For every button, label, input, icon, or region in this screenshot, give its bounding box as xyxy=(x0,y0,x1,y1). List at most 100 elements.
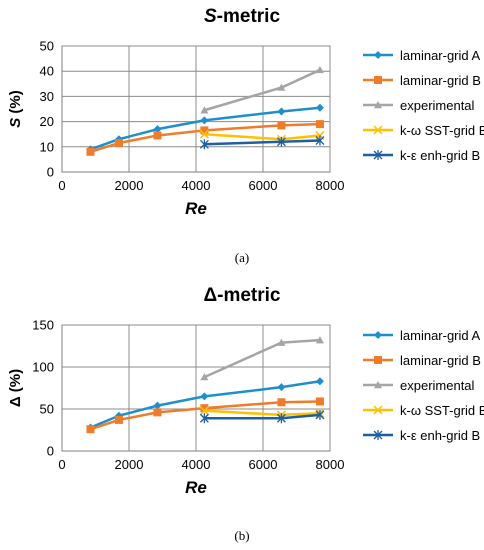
series-4 xyxy=(199,409,325,424)
series-2 xyxy=(200,336,324,381)
data-point xyxy=(199,413,209,424)
x-tick-label: 0 xyxy=(58,178,65,193)
series-line xyxy=(204,409,321,417)
data-point xyxy=(199,406,209,416)
y-axis-label: S (%) xyxy=(7,90,24,128)
legend-entry: experimental xyxy=(363,378,475,393)
y-tick-label: 10 xyxy=(40,139,54,154)
legend-entry: k-ω SST-grid B xyxy=(363,403,484,418)
legend-label: k-ω SST-grid B xyxy=(400,123,484,138)
data-point xyxy=(315,135,325,146)
x-tick-label: 0 xyxy=(58,457,65,472)
legend-marker xyxy=(373,430,383,440)
chart-panel-s-metric: S-metric 0 10 20 30 40 50 0 2000 4000 6000 8000 Re S … xyxy=(7,6,484,265)
legend-label: experimental xyxy=(400,98,475,113)
series-line xyxy=(203,338,321,379)
y-axis-label-text: (%) xyxy=(7,90,24,118)
y-tick-label: 40 xyxy=(40,64,54,79)
y-axis-label-text: Δ (%) xyxy=(7,369,24,407)
y-axis-label: Δ (%) xyxy=(7,369,24,407)
data-point xyxy=(277,338,286,346)
legend-label: laminar-grid A xyxy=(400,48,481,63)
data-point xyxy=(200,126,209,135)
legend-entry: k-ε enh-grid B xyxy=(363,148,480,163)
data-point xyxy=(114,139,123,148)
x-axis-label: Re xyxy=(185,478,207,497)
legend-entry: laminar-grid A xyxy=(363,328,481,343)
series-1 xyxy=(86,120,324,156)
y-tick-label: 100 xyxy=(32,360,54,375)
y-tick-label: 30 xyxy=(40,89,54,104)
x-tick-label: 2000 xyxy=(115,178,144,193)
chart-panel-delta-metric: Δ-metric 0 50 100 150 0 2000 4000 6000 8000 Re Δ (%… xyxy=(0,275,484,550)
data-point xyxy=(153,125,162,134)
x-tick-label: 4000 xyxy=(182,178,211,193)
x-tick-label: 2000 xyxy=(115,457,144,472)
series-line xyxy=(90,122,320,154)
x-axis-label: Re xyxy=(185,199,207,218)
data-point xyxy=(153,131,162,140)
data-point xyxy=(86,147,95,156)
series-2 xyxy=(200,65,324,114)
x-tick-label: 6000 xyxy=(249,457,278,472)
y-tick-label: 20 xyxy=(40,114,54,129)
legend-label: k-ε enh-grid B xyxy=(400,428,480,443)
chart-title: Δ-metric xyxy=(203,285,280,306)
series-line xyxy=(204,132,321,141)
caption-b: (b) xyxy=(234,528,250,543)
data-point xyxy=(200,116,209,125)
data-point xyxy=(315,377,324,386)
legend-label: laminar-grid B xyxy=(400,353,481,368)
legend-marker xyxy=(374,51,382,59)
legend-label: k-ε enh-grid B xyxy=(400,148,480,163)
data-point xyxy=(86,425,95,434)
series-line xyxy=(90,400,320,431)
y-tick-label: 150 xyxy=(32,318,54,333)
series-line xyxy=(204,413,321,420)
y-tick-label: 50 xyxy=(40,402,54,417)
series-line xyxy=(90,106,321,151)
data-point xyxy=(200,392,209,401)
legend-entry: experimental xyxy=(363,98,475,113)
x-tick-label: 4000 xyxy=(182,457,211,472)
legend-label: laminar-grid A xyxy=(400,328,481,343)
legend-entry: laminar-grid B xyxy=(363,73,481,88)
legend-marker xyxy=(374,331,382,339)
y-tick-label: 50 xyxy=(40,39,54,54)
chart-title-text: -metric xyxy=(217,6,281,27)
legend-label: experimental xyxy=(400,378,475,393)
data-point xyxy=(315,65,324,74)
data-point xyxy=(200,404,209,413)
legend-entry: laminar-grid B xyxy=(363,353,481,368)
legend-entry: k-ε enh-grid B xyxy=(363,428,480,443)
legend-marker xyxy=(373,405,383,415)
chart-title-italic: S xyxy=(204,6,217,27)
y-tick-label: 0 xyxy=(47,444,54,459)
data-point xyxy=(199,129,209,139)
data-point xyxy=(277,398,286,407)
data-point xyxy=(200,106,209,114)
data-point xyxy=(315,120,324,129)
legend-marker xyxy=(374,356,382,364)
legend-label: laminar-grid B xyxy=(400,73,481,88)
legend-marker xyxy=(374,381,382,389)
x-tick-label: 8000 xyxy=(316,178,345,193)
chart-title: S-metric xyxy=(204,6,280,27)
x-tick-label: 8000 xyxy=(316,457,345,472)
data-point xyxy=(315,336,324,344)
y-tick-label: 0 xyxy=(47,165,54,180)
legend-entry: k-ω SST-grid B xyxy=(363,123,484,138)
y-axis-label-italic: S xyxy=(7,118,24,128)
data-point xyxy=(277,107,286,116)
legend-entry: laminar-grid A xyxy=(363,48,481,63)
series-line xyxy=(204,139,320,146)
series-4 xyxy=(199,135,325,150)
data-point xyxy=(277,383,286,392)
data-point xyxy=(315,409,325,420)
data-point xyxy=(153,408,162,417)
data-point xyxy=(277,121,286,130)
legend-marker xyxy=(374,101,382,109)
series-line xyxy=(204,68,321,112)
delta-metric-chart: Δ-metric 0 50 100 150 0 2000 4000 6000 8000 Re Δ (%… xyxy=(7,285,484,497)
